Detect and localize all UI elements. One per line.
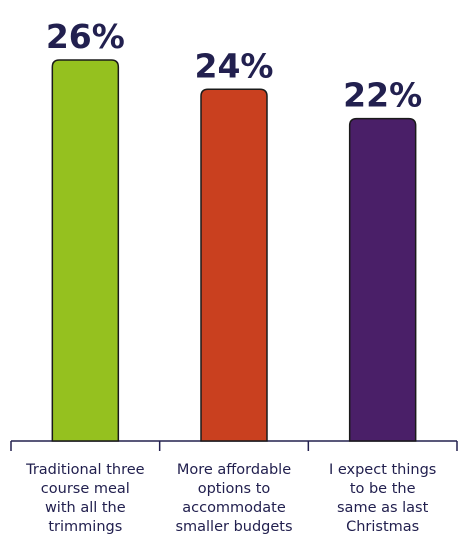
category-label: More affordable options to accommodate smal… xyxy=(175,462,292,535)
category-label: Traditional three course meal with all the… xyxy=(25,462,145,535)
bar-value-label: 22% xyxy=(343,76,422,115)
bar xyxy=(51,59,120,442)
category-label: I expect things to be the same as last Chri… xyxy=(329,462,436,535)
bar xyxy=(348,117,417,442)
bar-value-label: 24% xyxy=(195,46,274,85)
bar xyxy=(200,88,268,442)
bar-value-label: 26% xyxy=(46,17,125,56)
